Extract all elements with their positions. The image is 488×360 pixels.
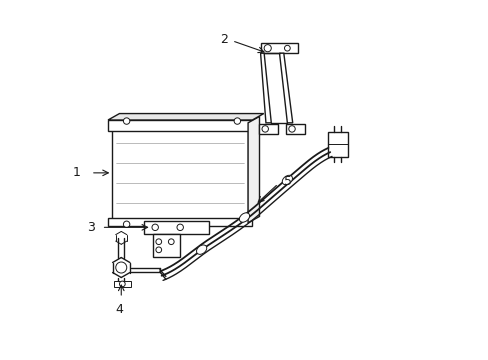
Bar [258,123,278,134]
Circle shape [288,126,295,132]
Bar [144,221,208,234]
Bar [114,281,131,287]
Ellipse shape [196,245,206,255]
Text: 5: 5 [283,175,291,188]
Circle shape [116,262,126,273]
Bar [260,43,298,53]
Text: 3: 3 [86,221,94,234]
Bar [153,234,180,257]
Circle shape [284,45,290,51]
Circle shape [168,239,174,244]
Circle shape [234,118,240,124]
Polygon shape [108,113,263,120]
Polygon shape [247,116,259,223]
Circle shape [119,281,125,287]
Text: 1: 1 [72,166,80,179]
Bar [108,120,252,131]
Polygon shape [279,53,292,123]
Bar [328,132,347,157]
Circle shape [177,224,183,230]
Ellipse shape [239,213,249,222]
Circle shape [156,247,162,253]
Bar [108,218,252,226]
Polygon shape [260,53,271,123]
Ellipse shape [282,175,292,185]
Bar [112,123,247,223]
Circle shape [262,126,268,132]
Circle shape [156,239,162,244]
Circle shape [264,45,271,52]
Circle shape [152,224,158,230]
Text: 2: 2 [220,33,228,46]
Circle shape [123,118,130,124]
Text: 4: 4 [115,303,123,316]
Circle shape [123,221,130,228]
Bar [285,123,305,134]
